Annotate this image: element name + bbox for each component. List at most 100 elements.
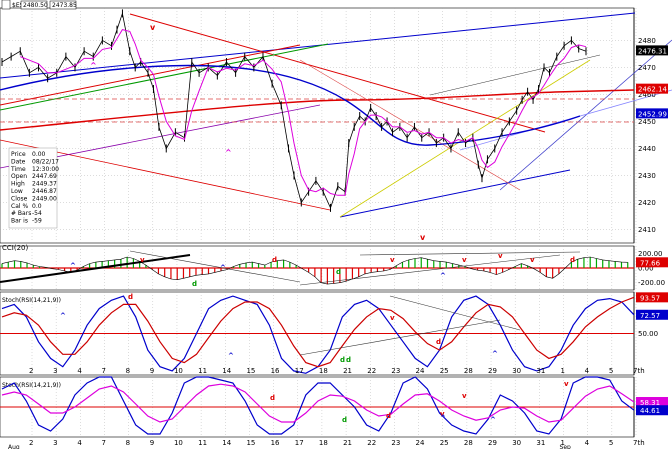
stoch-annotation: d: [340, 356, 345, 364]
x-tick-label-upper: 7th: [633, 367, 645, 375]
info-key: Close: [11, 195, 28, 202]
stoch2-annotation: ^: [490, 416, 496, 424]
x-tick-label: 22: [367, 439, 376, 447]
stoch-tick-label: 50.00: [638, 330, 658, 338]
price-tick-label: 2450: [638, 118, 656, 126]
x-tick-label: 16: [271, 439, 280, 447]
x-tick-label-upper: 29: [488, 367, 497, 375]
x-tick-label-upper: 8: [126, 367, 130, 375]
x-tick-label: 24: [416, 439, 425, 447]
stoch-trendline: [389, 295, 521, 331]
x-tick-label-upper: 18: [319, 367, 328, 375]
info-value: -54: [32, 210, 42, 217]
trendline: [0, 12, 636, 79]
x-tick-label: 5: [609, 439, 613, 447]
info-value: 08/22/17: [32, 158, 59, 165]
last-value-tag: [636, 108, 668, 119]
x-tick-label-upper: 4: [585, 367, 590, 375]
x-tick-label-upper: 31: [536, 367, 545, 375]
stoch-annotation: d: [436, 338, 441, 346]
cci-line: [1, 256, 628, 285]
x-tick-label-upper: 21: [343, 367, 352, 375]
cci-annotation: v: [498, 252, 503, 260]
info-key: High: [11, 181, 25, 188]
x-tick-label: 18: [319, 439, 328, 447]
cci-trendline: [0, 254, 191, 283]
x-tick-label-upper: 11: [198, 367, 207, 375]
x-tick-label-upper: 4: [77, 367, 82, 375]
x-tick-label: 23: [391, 439, 400, 447]
cci-annotation: v: [462, 256, 467, 264]
stoch-annotation: d: [128, 293, 133, 301]
price-tick-label: 2460: [638, 91, 656, 99]
info-value: 12:30:00: [32, 166, 59, 173]
cci-annotation: v: [140, 256, 145, 264]
x-tick-label: 30: [512, 439, 521, 447]
last-value-text: 2462.14: [638, 86, 667, 94]
x-month-label: Aug: [8, 444, 20, 449]
price-tick-label: 2480: [638, 37, 656, 45]
price-grid: [0, 40, 634, 230]
stoch2-line-m: [1, 383, 635, 423]
x-tick-label: 15: [246, 439, 255, 447]
cci-annotation: ^: [440, 272, 446, 280]
price-tick-label: 2410: [638, 226, 656, 234]
last-value-tag: [636, 45, 668, 56]
stoch-last-tag: [636, 309, 668, 320]
cci-trendline: [359, 251, 581, 256]
cci-annotation: d: [336, 268, 341, 276]
info-value: 0.0: [32, 203, 42, 210]
x-tick-label: 4: [77, 439, 82, 447]
price-annotation: ^: [225, 148, 232, 157]
x-tick-label-upper: 14: [222, 367, 231, 375]
x-tick-label-upper: 23: [391, 367, 400, 375]
x-tick-label: 10: [174, 439, 183, 447]
x-tick-label: 11: [198, 439, 207, 447]
stoch2-last-text: 44.61: [640, 407, 660, 415]
price-trendlines: [0, 12, 672, 218]
stoch2-annotation: d: [386, 412, 391, 420]
cci-last-text: 77.66: [640, 259, 661, 267]
price-tick-label: 2440: [638, 145, 656, 153]
x-tick-label-upper: 3: [53, 367, 57, 375]
cci-last-tag: [636, 257, 668, 268]
trendline: [0, 44, 301, 106]
last-value-tag: [636, 83, 668, 94]
x-tick-label-upper: 25: [440, 367, 449, 375]
info-value: 2447.69: [32, 173, 57, 180]
cci-tick-label: 200.00: [638, 250, 663, 258]
info-key: Date: [11, 158, 26, 165]
cci-annotation: d: [192, 280, 197, 288]
blue-moving-average: [0, 64, 581, 146]
last-value-text: 2452.99: [638, 110, 667, 118]
header-price-2: 2473.85: [52, 2, 77, 9]
stoch2-annotation: d: [342, 416, 347, 424]
stoch2-annotation: ^: [440, 414, 446, 422]
info-box: Price 0.00 Date 08/22/17 Time 12:30:00 Open 244…: [8, 147, 59, 229]
cci-annotation: d: [272, 256, 277, 264]
price-annotation: v: [150, 23, 156, 32]
x-tick-label-upper: 5: [609, 367, 613, 375]
stoch2-last-tag: [636, 405, 668, 416]
stoch2-last-tag: [636, 397, 668, 408]
x-tick-label-upper: 30: [512, 367, 521, 375]
price-average: [20, 29, 587, 196]
price-y-axis: 2410 2420 2430 2440 2450 2460 2470 2480: [638, 37, 656, 234]
trendline: [339, 169, 571, 218]
x-tick-label: 8: [126, 439, 130, 447]
stoch-last-tag: [636, 292, 668, 303]
stoch-last-text: 93.57: [640, 294, 660, 302]
x-tick-label-upper: 10: [174, 367, 183, 375]
info-value: 0.00: [32, 151, 46, 158]
price-tick-label: 2420: [638, 199, 656, 207]
stoch2-annotation: v: [440, 410, 445, 418]
stoch2-annotation: v: [564, 380, 569, 388]
cci-annotation: v: [530, 256, 535, 264]
price-annotation: ^: [90, 61, 97, 70]
x-tick-label: 25: [440, 439, 449, 447]
price-last-values: 2476.31 2462.14 2452.99: [636, 45, 668, 119]
x-tick-label-upper: 1: [561, 367, 565, 375]
x-tick-label-upper: 15: [246, 367, 255, 375]
